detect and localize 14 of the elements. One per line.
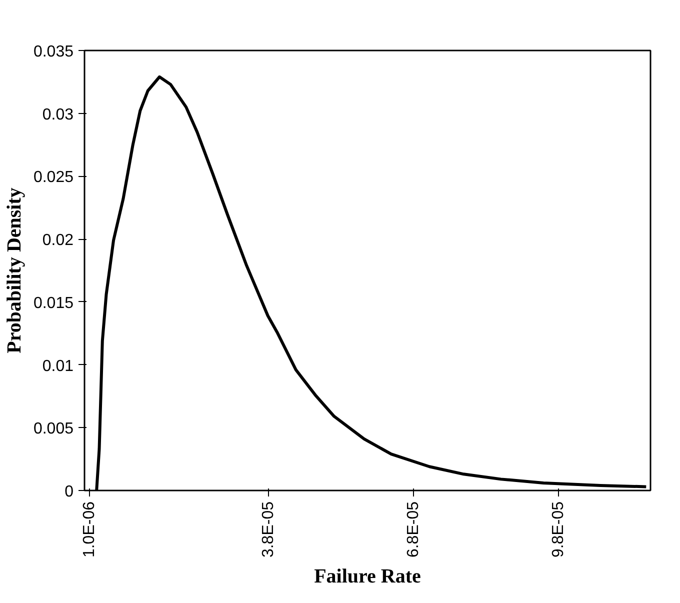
x-tick-label: 1.0E-06 bbox=[80, 501, 98, 558]
y-tick-label: 0.03 bbox=[42, 106, 74, 124]
y-tick-label: 0.02 bbox=[42, 232, 74, 250]
y-tick-label: 0.025 bbox=[33, 169, 74, 186]
y-tick-label: 0.01 bbox=[42, 358, 74, 375]
y-tick-label: 0.015 bbox=[33, 294, 74, 312]
x-tick-label: 9.8E-05 bbox=[550, 501, 568, 558]
y-tick-label: 0 bbox=[64, 484, 74, 500]
y-axis-title: Probability Density bbox=[3, 188, 26, 354]
x-axis-title: Failure Rate bbox=[314, 566, 422, 588]
y-tick-label: 0.035 bbox=[33, 44, 74, 60]
y-tick-label: 0.005 bbox=[33, 420, 74, 438]
x-tick-label: 6.8E-05 bbox=[404, 501, 422, 558]
x-tick-label: 3.8E-05 bbox=[260, 501, 277, 558]
